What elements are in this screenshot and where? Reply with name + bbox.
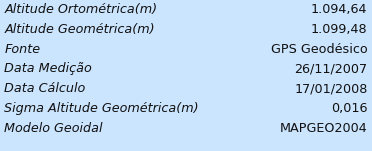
Text: 1.099,48: 1.099,48 <box>311 23 368 36</box>
Text: GPS Geodésico: GPS Geodésico <box>271 43 368 56</box>
Text: 0,016: 0,016 <box>331 102 368 115</box>
Text: Modelo Geoidal: Modelo Geoidal <box>4 122 103 135</box>
Text: 1.094,64: 1.094,64 <box>311 3 368 16</box>
Text: Sigma Altitude Geométrica(m): Sigma Altitude Geométrica(m) <box>4 102 199 115</box>
Text: Data Medição: Data Medição <box>4 62 92 75</box>
Text: MAPGEO2004: MAPGEO2004 <box>280 122 368 135</box>
Text: 26/11/2007: 26/11/2007 <box>294 62 368 75</box>
Text: Data Cálculo: Data Cálculo <box>4 82 86 95</box>
Text: Altitude Geométrica(m): Altitude Geométrica(m) <box>4 23 155 36</box>
Text: Altitude Ortométrica(m): Altitude Ortométrica(m) <box>4 3 158 16</box>
Text: Fonte: Fonte <box>4 43 41 56</box>
Text: 17/01/2008: 17/01/2008 <box>294 82 368 95</box>
